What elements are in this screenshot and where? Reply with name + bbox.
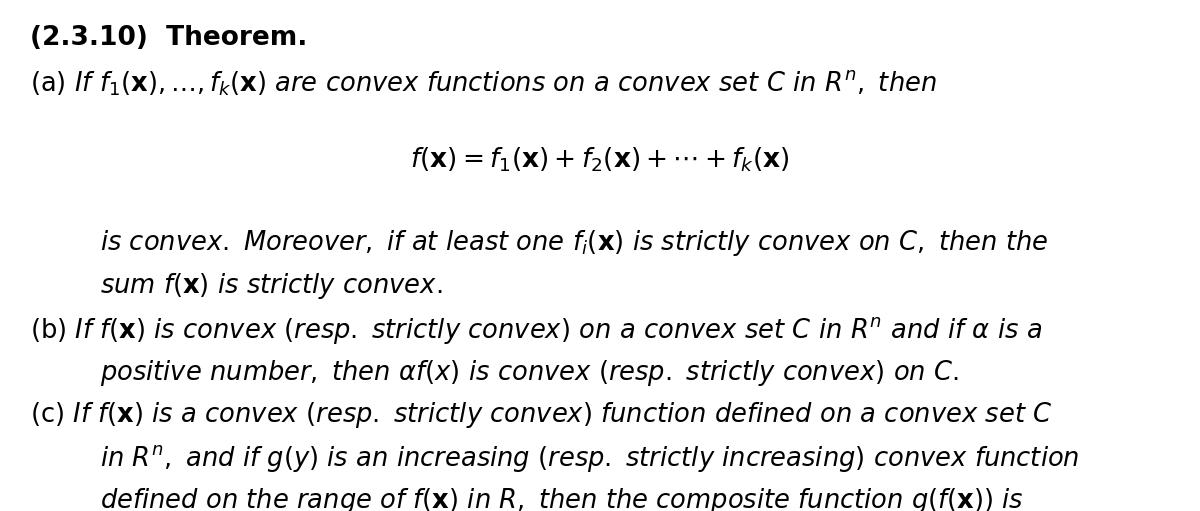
- Text: (c) $\mathit{If}\ f(\mathbf{x})\ \mathit{is\ a\ convex\ (resp.\ strictly\ convex: (c) $\mathit{If}\ f(\mathbf{x})\ \mathit…: [30, 400, 1052, 430]
- Text: $\mathit{positive\ number,\ then}\ \alpha f(x)\ \mathit{is\ convex\ (resp.\ stri: $\mathit{positive\ number,\ then}\ \alph…: [100, 358, 959, 388]
- Text: $\mathit{sum}\ f(\mathbf{x})\ \mathit{is\ strictly\ convex.}$: $\mathit{sum}\ f(\mathbf{x})\ \mathit{is…: [100, 271, 443, 301]
- Text: (b) $\mathit{If}\ f(\mathbf{x})\ \mathit{is\ convex\ (resp.\ strictly\ convex)\ : (b) $\mathit{If}\ f(\mathbf{x})\ \mathit…: [30, 315, 1042, 346]
- Text: (2.3.10)  Theorem.: (2.3.10) Theorem.: [30, 25, 307, 51]
- Text: (a) $\mathit{If}\ f_1(\mathbf{x}),\ldots, f_k(\mathbf{x})\ \mathit{are\ convex\ : (a) $\mathit{If}\ f_1(\mathbf{x}),\ldots…: [30, 68, 937, 98]
- Text: $\mathit{defined\ on\ the\ range\ of}\ f(\mathbf{x})\ \mathit{in}\ R\mathit{,\ t: $\mathit{defined\ on\ the\ range\ of}\ f…: [100, 486, 1024, 511]
- Text: $\mathit{in}\ R^n\mathit{,\ and\ if}\ g(y)\ \mathit{is\ an\ increasing\ (resp.\ : $\mathit{in}\ R^n\mathit{,\ and\ if}\ g(…: [100, 443, 1080, 474]
- Text: $f(\mathbf{x}) = f_1(\mathbf{x}) + f_2(\mathbf{x}) + \cdots + f_k(\mathbf{x})$: $f(\mathbf{x}) = f_1(\mathbf{x}) + f_2(\…: [410, 145, 790, 174]
- Text: $\mathit{is\ convex.\ Moreover,\ if\ at\ least\ one}\ f_i(\mathbf{x})\ \mathit{i: $\mathit{is\ convex.\ Moreover,\ if\ at\…: [100, 228, 1049, 258]
